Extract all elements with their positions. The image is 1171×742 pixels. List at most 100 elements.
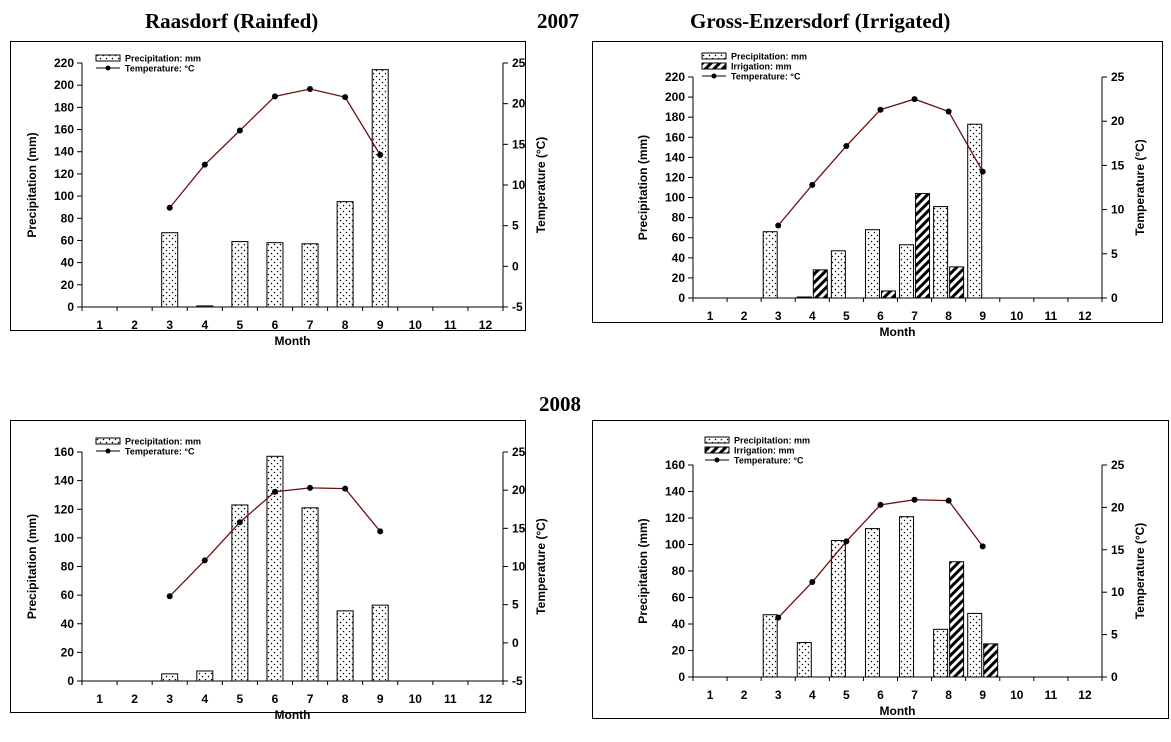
y-tick-label-right: 25: [1111, 458, 1125, 472]
x-tick-label: 5: [843, 688, 850, 702]
y-tick-label-left: 180: [665, 110, 685, 124]
y-tick-label-right: 10: [1111, 203, 1125, 217]
y-tick-label-right: 0: [512, 636, 519, 650]
y-tick-label-left: 160: [665, 458, 685, 472]
precipitation-bar: [336, 610, 354, 682]
y-tick-label-right: 5: [1111, 247, 1118, 261]
y-tick-label-right: 15: [512, 521, 526, 535]
irrigation-bar: [880, 290, 896, 299]
y-tick-label-right: 20: [1111, 114, 1125, 128]
x-tick-label: 7: [911, 309, 918, 323]
x-tick-label: 9: [979, 309, 986, 323]
temperature-point: [236, 127, 243, 134]
precipitation-bar: [301, 507, 319, 682]
temperature-point: [775, 614, 782, 621]
irrigation-bar: [983, 643, 999, 678]
y-tick-label-left: 140: [665, 150, 685, 164]
precipitation-bar: [967, 123, 983, 299]
y-tick-label-left: 160: [54, 123, 74, 137]
y-tick-label-left: 120: [665, 170, 685, 184]
y-axis-title-right: Temperature (°C): [534, 518, 548, 615]
legend-swatch-precipitation: [704, 436, 730, 444]
precipitation-bar: [762, 231, 778, 299]
x-tick-label: 6: [877, 309, 884, 323]
precipitation-bar: [933, 628, 949, 678]
x-tick-label: 2: [741, 688, 748, 702]
temperature-point: [271, 488, 278, 495]
precipitation-bar: [762, 614, 778, 678]
x-tick-label: 8: [945, 309, 952, 323]
x-tick-label: 12: [1078, 688, 1092, 702]
x-tick-label: 8: [945, 688, 952, 702]
y-tick-label-left: 80: [61, 560, 75, 574]
x-tick-label: 11: [1045, 309, 1058, 323]
y-tick-label-right: 5: [1111, 628, 1118, 642]
x-tick-label: 4: [201, 692, 208, 706]
x-tick-label: 1: [707, 688, 714, 702]
y-tick-label-left: 100: [665, 191, 685, 205]
year-label-2007: 2007: [537, 9, 579, 33]
chart-frame: [592, 41, 1163, 323]
chart-panel: 020406080100120140160180200220-505101520…: [10, 41, 548, 348]
temperature-point: [843, 538, 850, 545]
site-title-raasdorf: Raasdorf (Rainfed): [145, 9, 319, 33]
x-tick-label: 4: [809, 309, 816, 323]
legend-label: Temperature: °C: [734, 456, 804, 466]
x-tick-label: 3: [775, 309, 782, 323]
legend-swatch-marker: [105, 65, 111, 71]
y-tick-label-right: 5: [512, 219, 519, 233]
temperature-point: [342, 485, 349, 492]
x-tick-label: 11: [1045, 688, 1058, 702]
temperature-point: [377, 528, 384, 535]
y-tick-label-left: 20: [61, 278, 75, 292]
y-tick-label-right: 20: [1111, 500, 1125, 514]
y-axis-title-left: Precipitation (mm): [636, 135, 650, 240]
x-tick-label: 6: [272, 692, 279, 706]
precipitation-bar: [796, 296, 812, 299]
temperature-point: [911, 96, 918, 103]
x-tick-label: 9: [979, 688, 986, 702]
x-tick-label: 11: [444, 692, 457, 706]
y-tick-label-left: 0: [678, 670, 685, 684]
y-tick-label-left: 60: [61, 233, 75, 247]
y-tick-label-left: 220: [54, 56, 74, 70]
y-axis-title-left: Precipitation (mm): [25, 514, 39, 619]
precipitation-bar: [196, 670, 214, 682]
precipitation-bar: [830, 540, 846, 678]
y-tick-label-left: 20: [672, 644, 686, 658]
y-tick-label-right: 15: [1111, 543, 1125, 557]
temperature-point: [911, 496, 918, 503]
temperature-point: [377, 151, 384, 158]
precipitation-bar: [266, 242, 284, 308]
temperature-point: [201, 557, 208, 564]
legend-label: Precipitation: mm: [125, 54, 201, 64]
legend-swatch-irrigation: [701, 62, 727, 70]
legend-swatch-precipitation: [95, 437, 121, 445]
x-axis-title: Month: [880, 325, 916, 339]
y-tick-label-left: 40: [672, 251, 686, 265]
precipitation-bar: [161, 673, 179, 682]
x-tick-label: 10: [1010, 309, 1024, 323]
y-tick-label-right: -5: [512, 300, 523, 314]
y-tick-label-left: 80: [61, 211, 75, 225]
temperature-point: [201, 161, 208, 168]
precipitation-bar: [899, 516, 915, 678]
temperature-line: [777, 98, 984, 226]
legend-swatch-marker: [105, 448, 111, 454]
temperature-point: [775, 222, 782, 229]
x-tick-label: 5: [237, 692, 244, 706]
y-tick-label-left: 140: [54, 474, 74, 488]
y-tick-label-left: 0: [67, 300, 74, 314]
x-tick-label: 1: [707, 309, 714, 323]
legend-swatch-precipitation: [701, 52, 727, 60]
x-tick-label: 12: [1078, 309, 1092, 323]
y-tick-label-left: 0: [67, 674, 74, 688]
precipitation-bar: [899, 244, 915, 299]
x-tick-label: 7: [911, 688, 918, 702]
y-axis-title-left: Precipitation (mm): [25, 132, 39, 237]
x-tick-label: 3: [166, 318, 173, 332]
legend-label: Precipitation: mm: [734, 436, 810, 446]
y-tick-label-left: 100: [54, 189, 74, 203]
irrigation-bar: [812, 269, 828, 299]
